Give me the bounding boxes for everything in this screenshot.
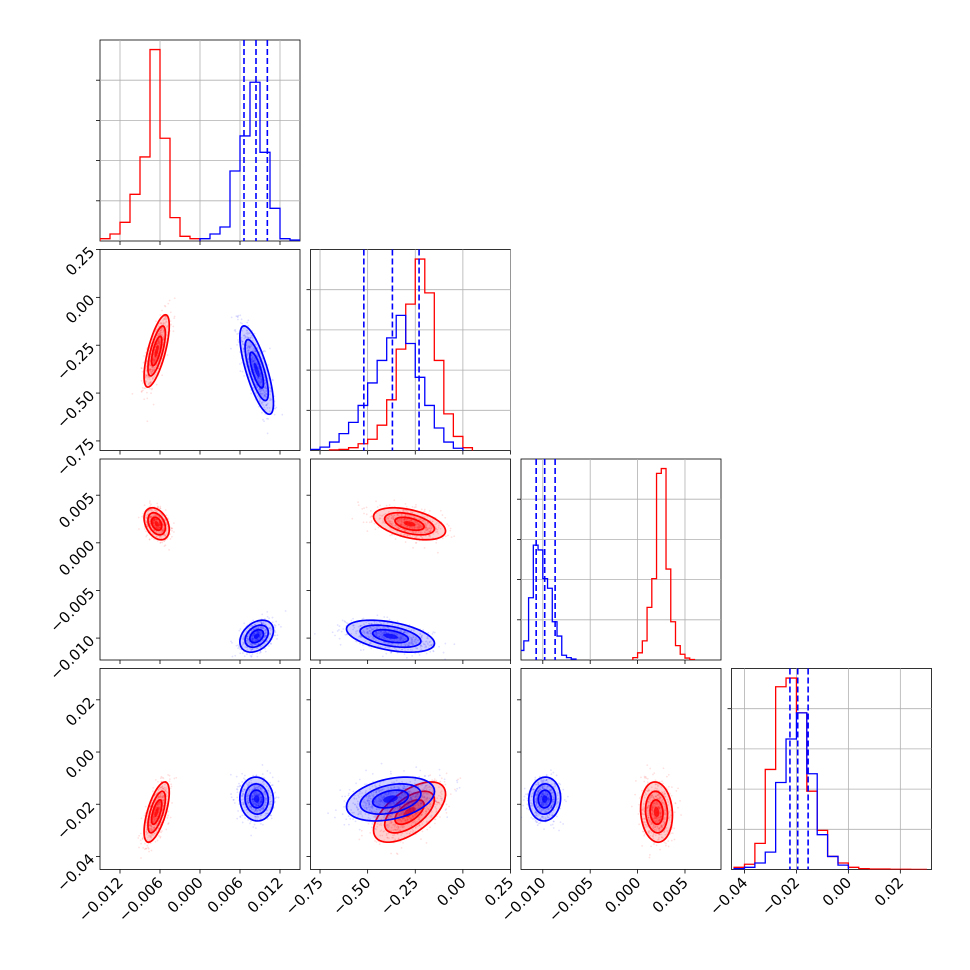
panel-r3-c1 (306, 668, 511, 874)
contour-level-3-series-0 (154, 807, 159, 818)
contour-level-3-series-1 (383, 633, 398, 639)
histogram-series-1 (733, 712, 850, 870)
panel-r2-c2 (517, 458, 722, 664)
panel-r2-c0 (96, 458, 301, 664)
panel-r2-c1 (306, 458, 511, 664)
panel-r1-c1 (306, 249, 511, 455)
contour-level-3-series-1 (253, 633, 260, 639)
contour-level-3-series-1 (253, 362, 260, 378)
contour-level-3-series-1 (383, 795, 398, 803)
contour-level-3-series-0 (154, 344, 159, 357)
histogram-series-0 (100, 48, 201, 241)
histogram-series-0 (632, 467, 696, 660)
contour-level-3-series-0 (653, 807, 660, 818)
panel-frame (520, 668, 722, 870)
panel-frame (310, 249, 511, 451)
contour-level-3-series-1 (542, 795, 548, 803)
panels (96, 39, 932, 874)
histogram-series-0 (328, 258, 474, 451)
contour-level-3-series-0 (154, 521, 159, 527)
histogram-series-1 (310, 314, 464, 451)
panel-frame (99, 668, 301, 870)
panel-r1-c0 (96, 249, 301, 455)
panel-frame (520, 458, 722, 661)
contour-level-3-series-0 (403, 521, 416, 527)
panel-r3-c0 (96, 668, 301, 874)
panel-frame (731, 668, 932, 870)
panel-frame (310, 668, 511, 870)
panel-r0-c0 (96, 39, 301, 245)
panel-r3-c2 (517, 668, 722, 874)
panel-r3-c3 (727, 668, 932, 874)
contour-level-3-series-1 (253, 795, 260, 803)
panel-frame (99, 249, 301, 451)
histogram-series-0 (733, 677, 927, 870)
histogram-series-1 (199, 81, 300, 241)
